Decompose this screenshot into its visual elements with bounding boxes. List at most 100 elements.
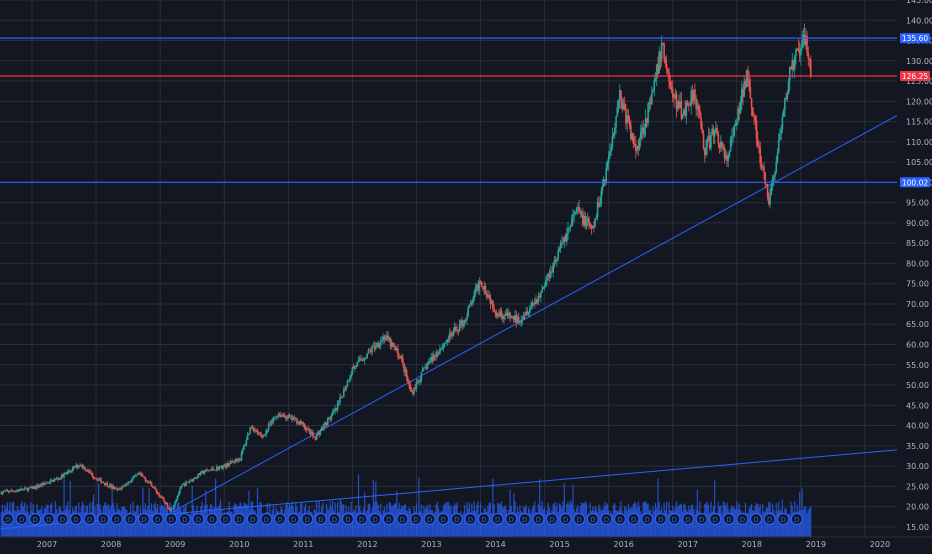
candle-body[interactable] bbox=[594, 218, 596, 227]
candle-body[interactable] bbox=[490, 300, 493, 304]
candle-body[interactable] bbox=[413, 387, 415, 394]
candle-body[interactable] bbox=[572, 214, 574, 220]
candle-body[interactable] bbox=[649, 101, 652, 105]
candle-body[interactable] bbox=[769, 194, 771, 205]
candle-body[interactable] bbox=[75, 464, 78, 468]
candle-body[interactable] bbox=[39, 484, 42, 486]
candle-body[interactable] bbox=[447, 339, 450, 341]
candle-body[interactable] bbox=[299, 421, 302, 424]
candle-body[interactable] bbox=[442, 343, 445, 348]
candle-body[interactable] bbox=[159, 496, 161, 497]
candle-body[interactable] bbox=[627, 115, 630, 122]
candle-body[interactable] bbox=[590, 226, 593, 229]
candle-body[interactable] bbox=[342, 389, 345, 398]
candle-body[interactable] bbox=[408, 381, 410, 385]
candle-body[interactable] bbox=[646, 118, 648, 123]
candle-body[interactable] bbox=[660, 43, 663, 61]
candle-body[interactable] bbox=[784, 98, 786, 111]
candle-body[interactable] bbox=[673, 97, 675, 99]
candle-body[interactable] bbox=[653, 80, 656, 90]
candle-body[interactable] bbox=[617, 100, 620, 108]
candle-body[interactable] bbox=[586, 218, 589, 223]
candle-body[interactable] bbox=[318, 432, 320, 435]
candle-body[interactable] bbox=[665, 63, 668, 69]
candle-body[interactable] bbox=[753, 116, 755, 117]
candle-body[interactable] bbox=[62, 474, 64, 478]
candle-body[interactable] bbox=[568, 227, 571, 229]
candle-body[interactable] bbox=[122, 485, 125, 487]
candle-body[interactable] bbox=[100, 478, 102, 483]
candle-body[interactable] bbox=[375, 346, 377, 350]
candle-body[interactable] bbox=[198, 473, 201, 476]
candle-body[interactable] bbox=[201, 471, 203, 472]
candle-body[interactable] bbox=[424, 367, 426, 369]
candle-body[interactable] bbox=[488, 295, 490, 298]
candle-body[interactable] bbox=[642, 127, 644, 135]
candle-body[interactable] bbox=[377, 342, 380, 347]
candle-body[interactable] bbox=[425, 367, 428, 369]
candle-body[interactable] bbox=[479, 281, 482, 283]
candle-body[interactable] bbox=[262, 435, 265, 437]
candle-body[interactable] bbox=[444, 343, 446, 345]
candle-body[interactable] bbox=[636, 146, 638, 151]
candle-body[interactable] bbox=[739, 102, 742, 114]
candle-body[interactable] bbox=[52, 479, 54, 482]
candle-body[interactable] bbox=[541, 289, 543, 293]
candle-body[interactable] bbox=[609, 151, 611, 157]
dividend-marker[interactable] bbox=[749, 512, 763, 526]
candle-body[interactable] bbox=[683, 109, 685, 115]
candle-body[interactable] bbox=[381, 340, 383, 342]
candle-body[interactable] bbox=[257, 432, 260, 434]
dividend-marker[interactable] bbox=[777, 512, 790, 526]
candle-body[interactable] bbox=[319, 430, 322, 435]
candle-body[interactable] bbox=[535, 299, 537, 305]
candle-body[interactable] bbox=[690, 90, 693, 106]
candle-body[interactable] bbox=[356, 361, 359, 367]
candle-body[interactable] bbox=[63, 473, 65, 478]
candle-body[interactable] bbox=[524, 315, 526, 317]
candle-body[interactable] bbox=[775, 161, 778, 173]
candle-body[interactable] bbox=[128, 481, 131, 483]
candle-body[interactable] bbox=[740, 88, 743, 103]
candle-body[interactable] bbox=[699, 109, 701, 118]
dividend-marker[interactable] bbox=[450, 512, 463, 526]
candle-body[interactable] bbox=[195, 477, 197, 479]
dividend-marker[interactable] bbox=[137, 512, 151, 526]
candle-body[interactable] bbox=[273, 417, 276, 419]
candle-body[interactable] bbox=[296, 418, 298, 424]
dividend-marker[interactable] bbox=[532, 512, 545, 526]
candle-body[interactable] bbox=[16, 490, 19, 492]
candle-body[interactable] bbox=[261, 435, 264, 437]
candle-body[interactable] bbox=[749, 86, 752, 99]
dividend-marker[interactable] bbox=[42, 512, 55, 526]
candle-body[interactable] bbox=[750, 98, 753, 108]
candle-body[interactable] bbox=[264, 435, 266, 436]
candle-body[interactable] bbox=[733, 126, 736, 136]
candle-body[interactable] bbox=[376, 342, 378, 347]
candle-body[interactable] bbox=[277, 414, 280, 417]
candle-body[interactable] bbox=[789, 66, 791, 82]
candle-body[interactable] bbox=[151, 486, 154, 488]
candle-body[interactable] bbox=[196, 477, 198, 479]
candle-body[interactable] bbox=[450, 332, 452, 335]
candle-body[interactable] bbox=[432, 354, 435, 362]
candle-body[interactable] bbox=[556, 258, 558, 262]
candle-body[interactable] bbox=[684, 109, 686, 116]
candle-body[interactable] bbox=[516, 317, 519, 323]
candle-body[interactable] bbox=[165, 503, 168, 505]
candle-body[interactable] bbox=[533, 302, 536, 305]
candle-body[interactable] bbox=[760, 163, 763, 167]
candle-body[interactable] bbox=[304, 427, 307, 431]
candle-body[interactable] bbox=[266, 429, 269, 431]
candle-body[interactable] bbox=[461, 320, 463, 327]
dividend-marker[interactable] bbox=[736, 512, 749, 526]
candle-body[interactable] bbox=[720, 141, 722, 149]
candle-body[interactable] bbox=[468, 305, 471, 308]
candle-body[interactable] bbox=[22, 489, 25, 490]
candle-body[interactable] bbox=[707, 135, 710, 140]
dividend-marker[interactable] bbox=[314, 512, 327, 526]
candle-body[interactable] bbox=[253, 428, 255, 432]
candle-body[interactable] bbox=[11, 490, 14, 492]
candle-body[interactable] bbox=[0, 492, 3, 494]
candle-body[interactable] bbox=[678, 101, 680, 108]
